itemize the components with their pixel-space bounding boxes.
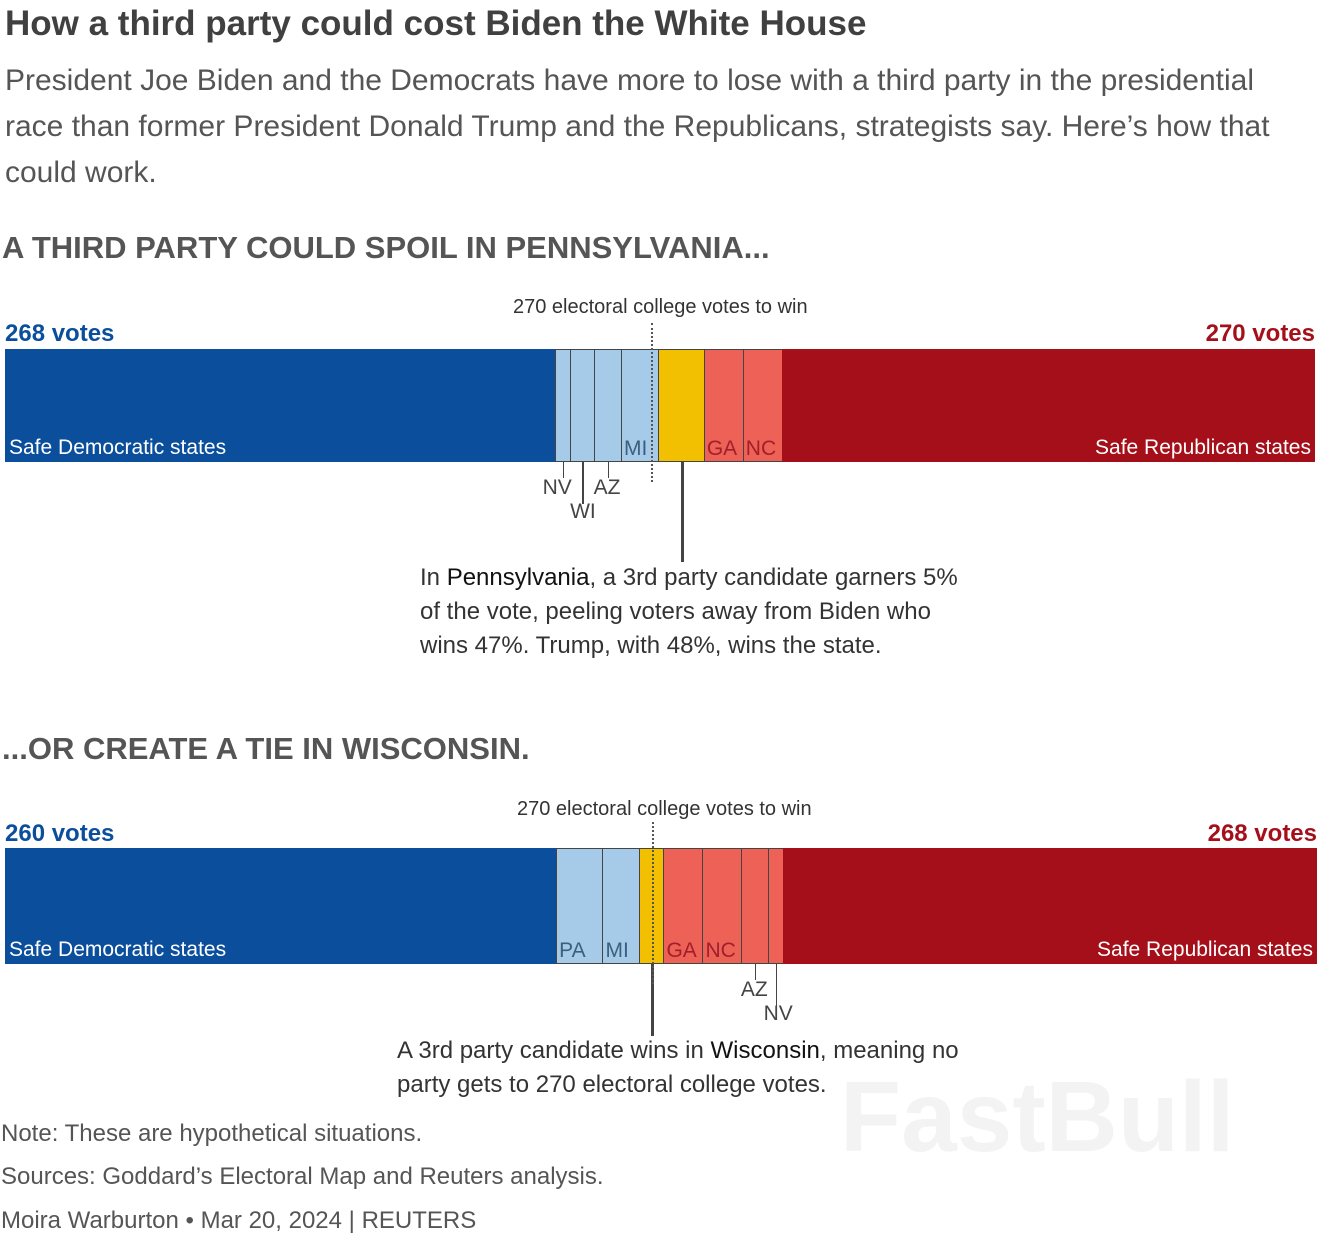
safe-states-label: Safe Democratic states (9, 436, 227, 459)
leader-line (607, 462, 610, 478)
segment-nc: NC (702, 848, 742, 964)
annotation-text: , meaning no party gets to 270 electoral… (397, 1037, 959, 1098)
segment-az (594, 349, 622, 462)
watermark: FastBull (840, 1061, 1235, 1173)
state-label: MI (605, 939, 629, 962)
state-label: AZ (593, 476, 621, 499)
segment-nv (555, 349, 570, 462)
segment-nv (768, 848, 783, 964)
annotation-pointer (651, 964, 655, 1036)
chart1-rep-votes: 270 votes (1205, 320, 1315, 347)
state-label: NV (542, 476, 572, 499)
chart2-title: ...OR CREATE A TIE IN WISCONSIN. (2, 731, 530, 766)
safe-states-label: Safe Republican states (1097, 938, 1313, 961)
threshold-line (652, 822, 655, 984)
annotation-pointer (680, 462, 684, 562)
segment-safe-democratic-states: Safe Democratic states (5, 848, 557, 964)
segment-safe-republican-states: Safe Republican states (782, 848, 1317, 964)
state-label: NV (763, 1002, 793, 1025)
leader-line (582, 462, 584, 504)
state-label: AZ (740, 978, 768, 1001)
annotation-text: A 3rd party candidate wins in (397, 1037, 711, 1064)
annotation-state: Wisconsin (710, 1037, 820, 1064)
leader-line (562, 462, 565, 478)
state-label: GA (666, 939, 697, 962)
annotation-text: In (420, 564, 447, 591)
segment-pa: PA (556, 848, 603, 964)
annotation-state: Pennsylvania (446, 564, 590, 591)
subtitle: President Joe Biden and the Democrats ha… (5, 64, 1270, 189)
threshold-line (651, 323, 654, 482)
footer-sources: Sources: Goddard’s Electoral Map and Reu… (1, 1163, 604, 1190)
safe-states-label: Safe Republican states (1095, 436, 1311, 459)
state-label: NC (745, 437, 777, 460)
segment-mi: MI (602, 848, 640, 964)
state-label: GA (706, 437, 738, 460)
segment-pa (657, 349, 704, 462)
segment-safe-republican-states: Safe Republican states (781, 349, 1315, 462)
chart1-threshold-label: 270 electoral college votes to win (513, 296, 808, 318)
chart2-rep-votes: 268 votes (1207, 820, 1317, 847)
footer-note: Note: These are hypothetical situations. (1, 1120, 423, 1147)
chart1-dem-votes: 268 votes (5, 320, 115, 347)
state-label: MI (624, 437, 648, 460)
chart2-dem-votes: 260 votes (5, 820, 115, 847)
state-label: PA (559, 939, 586, 962)
chart2-bar: Safe Democratic states PA MI GA NC AZ NV Safe R… (5, 822, 1317, 1036)
leader-line (754, 964, 757, 980)
segment-safe-democratic-states: Safe Democratic states (5, 349, 556, 462)
chart2-annotation: A 3rd party candidate wins in Wisconsin,… (397, 1034, 977, 1102)
segment-ga: GA (703, 349, 743, 462)
segment-az (741, 848, 769, 964)
safe-states-label: Safe Democratic states (9, 938, 227, 961)
chart1-title: A THIRD PARTY COULD SPOIL IN PENNSYLVANI… (2, 230, 770, 265)
chart1-bar: Safe Democratic states NV WI AZ MI GA NC Safe R… (5, 323, 1315, 562)
segment-wi (569, 349, 595, 462)
segment-nc: NC (742, 349, 782, 462)
segment-wi (639, 848, 664, 964)
leader-line (775, 964, 778, 1006)
footer-byline: Moira Warburton • Mar 20, 2024 | REUTERS (1, 1207, 477, 1234)
chart2-threshold-label: 270 electoral college votes to win (517, 798, 812, 820)
state-label: NC (705, 939, 736, 962)
page-title: How a third party could cost Biden the W… (5, 4, 867, 43)
state-label: WI (570, 500, 596, 523)
annotation-text: , a 3rd party candidate garners 5% of th… (420, 564, 958, 659)
chart1-annotation: In Pennsylvania, a 3rd party candidate g… (420, 561, 980, 663)
segment-ga: GA (663, 848, 703, 964)
